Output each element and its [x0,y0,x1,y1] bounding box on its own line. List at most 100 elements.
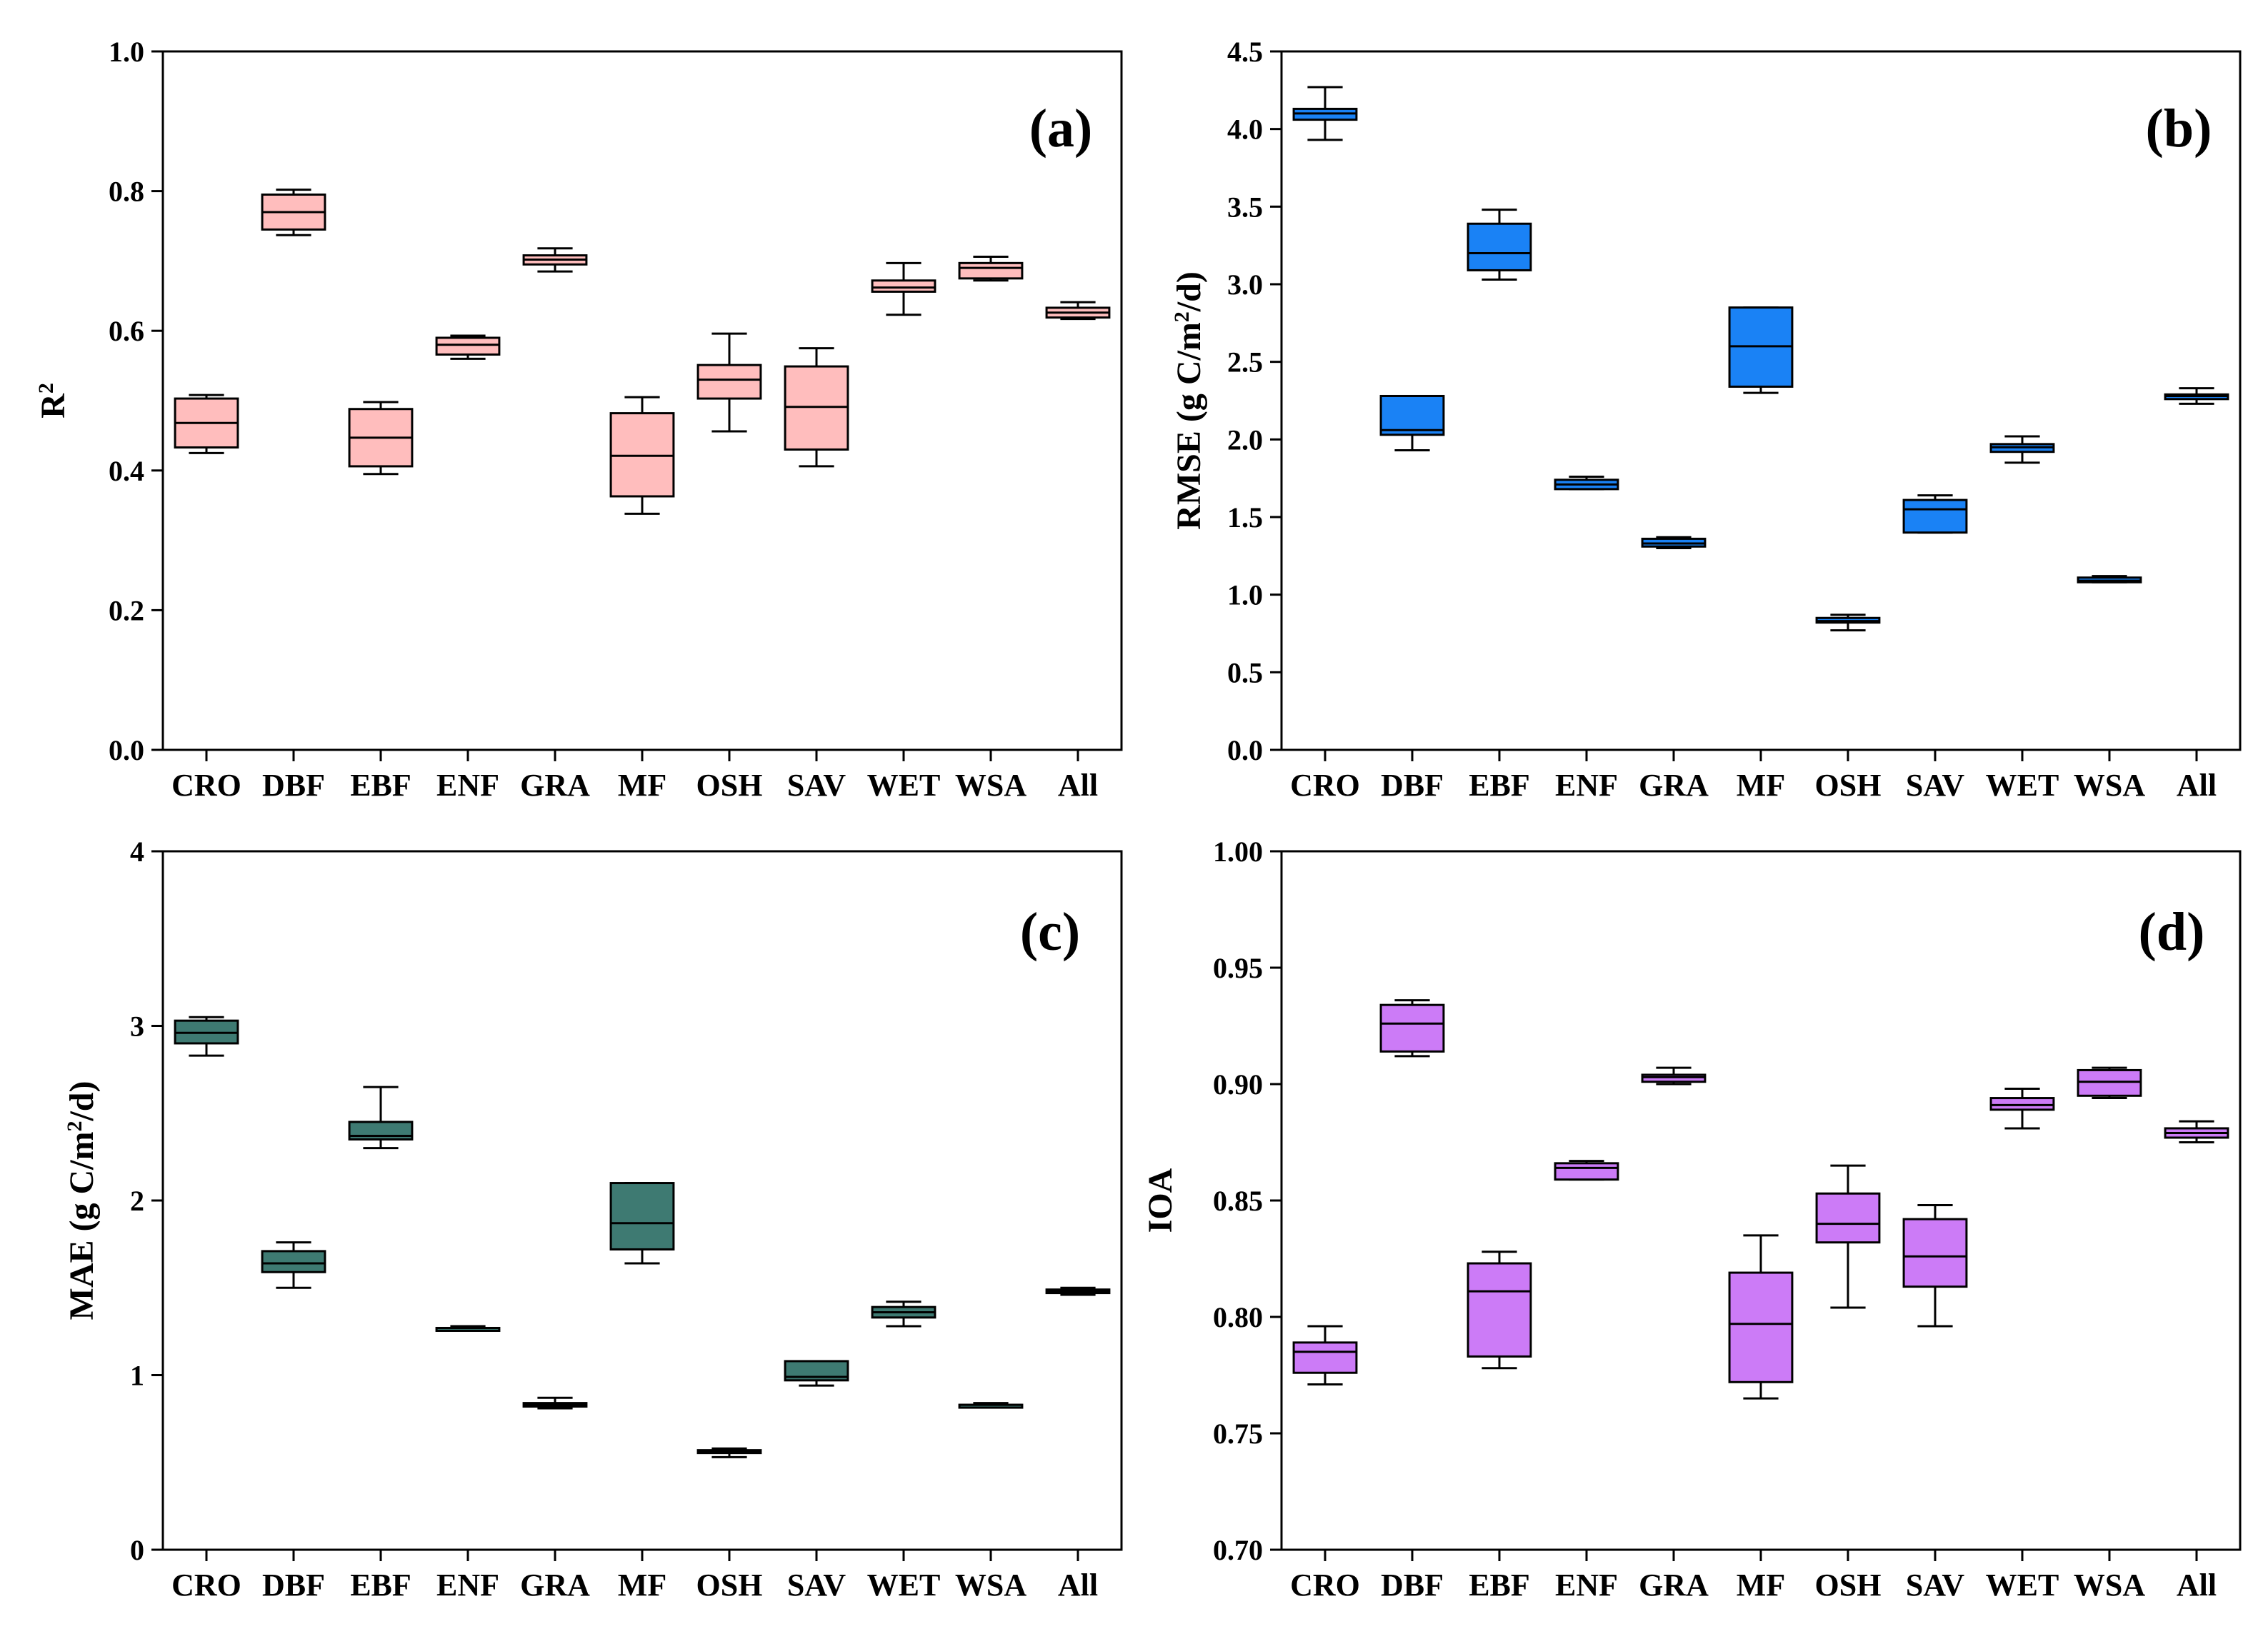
box-osh [1815,613,1881,632]
x-tick-label: MF [1737,1568,1785,1603]
x-tick-label: WET [1986,768,2059,803]
box-all [2164,387,2229,405]
iqr-box [435,336,501,356]
y-tick-label: 0.2 [109,594,144,626]
y-tick-label: 0.5 [1227,656,1263,688]
panel-d: 0.70 0.75 0.80 0.85 0.90 0.95 1.00 IOA (d) CRO DBF… [1142,836,2242,1603]
iqr-box [1379,1003,1445,1053]
box-ebf [1467,1250,1532,1370]
box-cro [1292,86,1358,141]
box-mf [609,1182,675,1265]
panel-label: (c) [1020,902,1080,962]
box-mf [1728,306,1794,394]
box-osh [696,1447,762,1458]
x-tick-label: WET [867,1568,941,1603]
y-tick-label: 0.6 [109,315,144,347]
x-tick-label: CRO [171,1568,241,1603]
x-tick-label: WET [1986,1568,2059,1603]
y-tick-label: 4 [130,836,144,868]
x-tick-label: WSA [955,1568,1026,1603]
y-tick-label: 3.5 [1227,191,1263,223]
x-tick-label: GRA [1639,1568,1709,1603]
y-tick-label: 1 [130,1360,144,1392]
x-tick-label: WSA [2074,1568,2145,1603]
box-sav [784,347,849,468]
y-tick-label: 2 [130,1185,144,1217]
box-dbf [1379,394,1445,452]
x-tick-label: EBF [350,768,411,803]
box-wet [1989,435,2055,464]
x-tick-label: WET [867,768,941,803]
box-wet [871,1300,936,1328]
box-gra [522,247,588,273]
x-tick-label: WSA [955,768,1026,803]
x-tick-label: All [2177,768,2217,803]
iqr-box [261,1250,326,1273]
y-tick-label: 1.00 [1213,836,1263,868]
x-tick-label: All [1058,768,1098,803]
panel-label: (a) [1029,99,1093,159]
iqr-box [1902,1218,1968,1288]
y-tick-label: 3 [130,1011,144,1043]
x-tick-label: SAV [1906,768,1965,803]
x-tick-label: SAV [787,768,846,803]
iqr-box [958,261,1024,280]
box-enf [435,334,501,360]
x-tick-label: ENF [436,768,499,803]
x-tick-label: DBF [1381,768,1444,803]
panel-c: 0 1 2 3 4 MAE (g C/m2/d) (c) CRO DBF EBF ENF GRA MF O… [63,836,1123,1603]
y-tick-label: 0.0 [109,734,144,766]
x-tick-label: DBF [262,768,325,803]
y-tick-label: 4.5 [1227,36,1263,68]
y-tick-label: 0.4 [109,455,144,487]
y-tick-label: 0.80 [1213,1301,1263,1333]
iqr-box [2077,1068,2142,1097]
plot-frame [1280,850,2242,1551]
box-cro [1292,1325,1358,1386]
y-tick-label: 0.95 [1213,952,1263,984]
box-osh [696,332,762,433]
iqr-box [1292,1341,1358,1374]
y-tick-label: 0.0 [1227,734,1263,766]
y-tick-label: 2.0 [1227,423,1263,456]
y-tick-label: 2.5 [1227,346,1263,379]
box-wsa [2077,575,2142,583]
box-wet [1989,1088,2055,1130]
box-dbf [261,189,326,236]
box-ebf [348,1086,414,1150]
iqr-box [1554,1162,1619,1181]
iqr-box [1379,394,1445,436]
x-tick-label: OSH [1815,768,1882,803]
y-axis-label: R2 [34,383,73,418]
y-tick-label: 4.0 [1227,114,1263,146]
x-tick-label: MF [1737,768,1785,803]
box-ebf [348,401,414,476]
iqr-box [1902,498,1968,534]
box-gra [1641,536,1707,549]
x-tick-label: EBF [1469,1568,1530,1603]
panel-b: 0.0 0.5 1.0 1.5 2.0 2.5 3.0 3.5 4.0 4.5 RMSE (g C/… [1170,36,2242,803]
box-enf [1554,475,1619,491]
x-tick-label: GRA [520,1568,590,1603]
iqr-box [696,364,762,400]
panel-label: (b) [2146,99,2212,159]
y-tick-label: 0.70 [1213,1534,1263,1566]
iqr-box [1815,1192,1881,1244]
x-tick-label: EBF [1469,768,1530,803]
x-tick-label: GRA [520,768,590,803]
x-tick-label: SAV [1906,1568,1965,1603]
iqr-box [1989,1097,2055,1111]
box-gra [1641,1066,1707,1086]
y-tick-label: 1.5 [1227,501,1263,533]
y-tick-label: 1.0 [1227,579,1263,611]
box-all [1045,301,1111,321]
x-tick-label: MF [618,768,666,803]
box-enf [1554,1160,1619,1181]
y-tick-label: 0.75 [1213,1418,1263,1450]
x-tick-label: CRO [1290,1568,1360,1603]
iqr-box [1467,1262,1532,1358]
x-tick-label: OSH [696,1568,763,1603]
x-tick-label: CRO [1290,768,1360,803]
iqr-box [1467,222,1532,271]
